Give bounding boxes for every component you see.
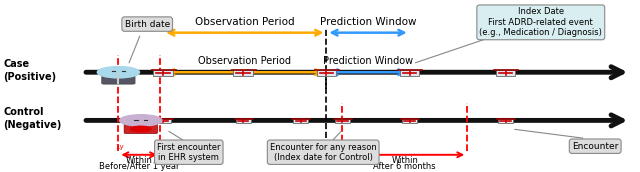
FancyBboxPatch shape [402,119,417,123]
FancyBboxPatch shape [496,118,515,119]
Text: Encounter for any reason
(Index date for Control): Encounter for any reason (Index date for… [270,143,376,162]
Text: Index Date
First ADRD-related event
(e.g., Medication / Diagnosis): Index Date First ADRD-related event (e.g… [479,7,602,37]
Text: 1y: 1y [155,144,164,150]
FancyBboxPatch shape [234,118,253,119]
Text: 1y: 1y [115,144,124,150]
FancyBboxPatch shape [314,69,339,70]
Circle shape [120,115,162,126]
FancyBboxPatch shape [498,119,513,123]
Text: Prediction Window: Prediction Window [320,17,416,27]
FancyBboxPatch shape [156,119,171,123]
FancyBboxPatch shape [230,69,256,70]
FancyBboxPatch shape [291,118,310,119]
Text: Birth date: Birth date [125,20,170,29]
FancyBboxPatch shape [400,70,419,76]
FancyBboxPatch shape [234,70,253,76]
FancyBboxPatch shape [317,70,336,76]
FancyBboxPatch shape [236,119,251,123]
Text: Control
(Negative): Control (Negative) [3,108,61,130]
Circle shape [97,67,140,78]
Text: Within: Within [392,156,418,165]
Text: Within: Within [126,156,152,165]
FancyBboxPatch shape [150,69,176,70]
Text: Before/After 1 year: Before/After 1 year [99,162,179,171]
FancyBboxPatch shape [154,70,173,76]
Text: Observation Period: Observation Period [195,17,294,27]
Text: Case
(Positive): Case (Positive) [3,59,56,82]
FancyBboxPatch shape [335,119,350,123]
Text: After 6 months: After 6 months [374,162,436,171]
FancyBboxPatch shape [102,72,135,84]
FancyBboxPatch shape [493,69,518,70]
FancyBboxPatch shape [293,119,308,123]
Text: First encounter
in EHR system: First encounter in EHR system [157,143,221,162]
Text: Observation Period: Observation Period [198,56,291,66]
Circle shape [131,126,151,132]
FancyBboxPatch shape [397,69,422,70]
FancyBboxPatch shape [496,70,515,76]
Text: Encounter: Encounter [572,142,618,151]
FancyBboxPatch shape [154,118,173,119]
FancyBboxPatch shape [400,118,419,119]
FancyBboxPatch shape [124,120,157,133]
Text: Prediction Window: Prediction Window [323,56,413,66]
FancyBboxPatch shape [333,118,352,119]
